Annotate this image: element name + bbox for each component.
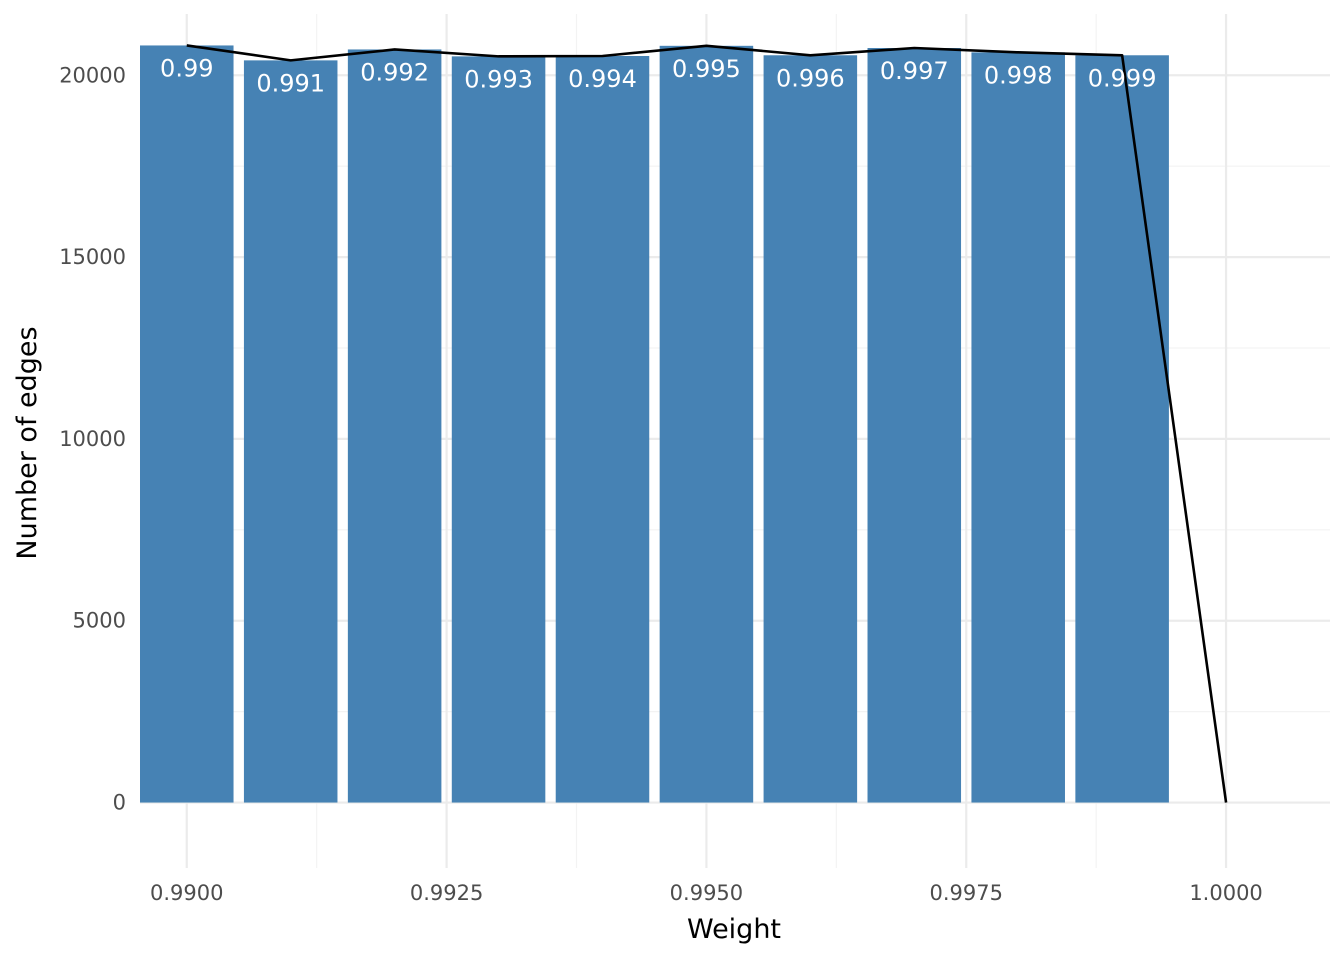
bars [140,45,1169,803]
bar [243,60,338,803]
trend-line [186,44,1228,803]
x-tick-label: 1.0000 [1189,881,1262,905]
x-axis-title: Weight [687,914,781,945]
y-axis-ticks: 0 5000 10000 15000 20000 [59,63,126,814]
bar-value-label: 0.993 [464,65,533,93]
bar-value-label: 0.997 [880,57,949,85]
x-tick-label: 0.9900 [150,881,223,905]
bar-value-label: 0.991 [256,69,325,97]
y-tick-label: 5000 [73,609,126,633]
bar [347,49,442,803]
x-tick-label: 0.9975 [930,881,1003,905]
bar [451,56,546,803]
y-tick-label: 10000 [59,427,126,451]
bar [867,48,962,803]
bar [140,45,234,803]
bar-value-label: 0.994 [568,65,637,93]
x-tick-label: 0.9925 [410,881,483,905]
x-axis-ticks: 0.9900 0.9925 0.9950 0.9975 1.0000 [150,881,1263,905]
bar [659,45,754,803]
y-axis-title: Number of edges [12,326,43,559]
x-tick-label: 0.9950 [670,881,743,905]
bar [555,56,650,803]
bar-value-label: 0.998 [984,61,1053,89]
y-tick-label: 0 [113,791,126,815]
bar-value-label: 0.99 [160,54,213,82]
bar [971,52,1065,803]
bar-value-label: 0.996 [776,64,845,92]
bar [763,55,858,803]
bar-value-label: 0.995 [672,55,741,83]
y-tick-label: 15000 [59,245,126,269]
bar-labels: 0.99 0.991 0.992 0.993 0.994 0.995 0.996 0.997 0… [160,54,1156,97]
bar [1075,55,1169,803]
bar-value-label: 0.999 [1088,64,1157,92]
bar-value-label: 0.992 [360,58,429,86]
y-tick-label: 20000 [59,63,126,87]
trend-line-layer [186,44,1228,803]
